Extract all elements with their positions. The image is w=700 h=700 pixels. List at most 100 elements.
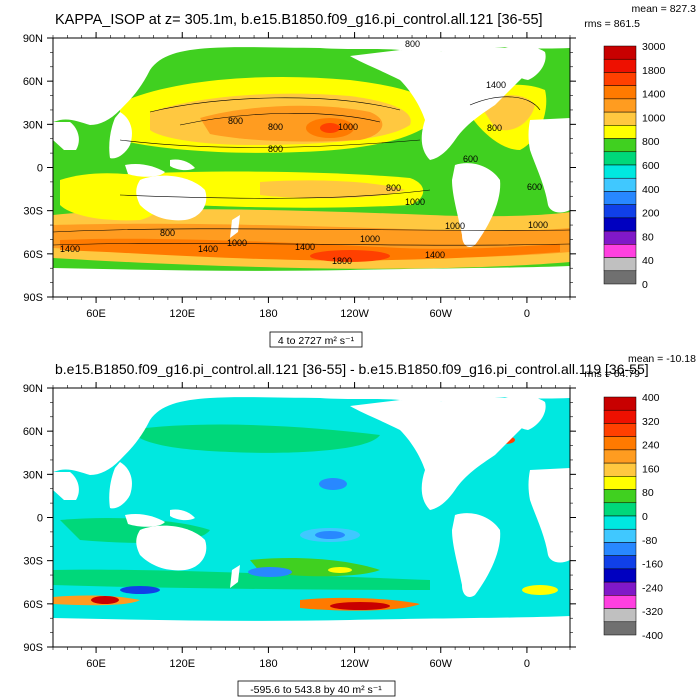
- panel-top: KAPPA_ISOP at z= 305.1m, b.e15.B1850.f09…: [23, 3, 696, 348]
- range-box: [237, 680, 396, 697]
- contour-label: 1400: [425, 250, 445, 260]
- colorbar-swatch: [603, 489, 637, 504]
- y-tick-label: 0: [37, 163, 43, 175]
- stats-mean: mean = 827.3: [631, 3, 696, 15]
- y-tick-label: 60N: [23, 76, 43, 88]
- colorbar-swatch: [603, 45, 637, 60]
- colorbar-swatch: [603, 462, 637, 477]
- range-box: [269, 331, 363, 348]
- contour-label: 800: [487, 123, 502, 133]
- colorbar-swatch: [603, 58, 637, 73]
- patch-blue: [120, 586, 160, 594]
- colorbar-swatch: [603, 191, 637, 205]
- map-field: 800 800 800 800 800 1000 1000 600 600 10…: [53, 38, 570, 297]
- patch-warm: [328, 567, 352, 573]
- so-peak: [310, 250, 390, 262]
- spac-orange: [260, 180, 405, 199]
- contour-label: 1000: [360, 234, 380, 244]
- x-tick-label: 60E: [86, 658, 106, 670]
- colorbar-label: 3000: [642, 41, 666, 53]
- y-tick-label: 60S: [23, 599, 43, 611]
- colorbar-swatch: [603, 138, 637, 153]
- range-label: -595.6 to 543.8 by 40 m² s⁻¹: [250, 684, 382, 696]
- colorbar-label: 240: [642, 440, 660, 452]
- colorbar-swatch: [603, 177, 637, 192]
- colorbar-swatch: [603, 542, 637, 556]
- colorbar-label: 800: [642, 136, 660, 148]
- x-tick-label: 120W: [340, 308, 369, 320]
- land: [53, 38, 570, 297]
- patch-warm: [522, 585, 558, 595]
- x-tick-label: 120W: [340, 658, 369, 670]
- colorbar-swatch: [603, 244, 637, 258]
- x-tick-label: 180: [259, 308, 277, 320]
- y-tick-label: 0: [37, 513, 43, 525]
- colorbar-label: 0: [642, 279, 648, 291]
- colorbar-swatch: [603, 230, 637, 245]
- contour-label: 800: [268, 144, 283, 154]
- patch-green: [130, 424, 380, 453]
- patch-blue: [315, 531, 345, 539]
- x-tick-label: 0: [524, 308, 530, 320]
- axes: 90N 60N 30N 0 30S 60S 90S 60E 120E 180 120W 60W 0: [23, 382, 576, 670]
- panel-title: b.e15.B1850.f09_g16.pi_control.all.121 […: [55, 361, 649, 377]
- colorbar: 400 320 240 160 80 0 -80 -160 -240 -320 -400: [603, 392, 663, 642]
- colorbar-swatch: [603, 502, 637, 517]
- contours: [53, 96, 570, 246]
- patch-warm: [91, 596, 119, 604]
- colorbar-label: 1000: [642, 112, 666, 124]
- x-tick-label: 60W: [429, 658, 452, 670]
- colorbar-label: 400: [642, 184, 660, 196]
- y-tick-label: 90S: [23, 292, 43, 304]
- colorbar-label: 1400: [642, 89, 666, 101]
- contour-label: 1000: [528, 220, 548, 230]
- colorbar-swatch: [603, 72, 637, 86]
- stats-rms: rms = 64.79: [584, 368, 640, 380]
- colorbar-swatch: [603, 515, 637, 530]
- contour-label: 800: [268, 122, 283, 132]
- colorbar-swatch: [603, 595, 637, 609]
- patch-green: [53, 569, 430, 590]
- contour-label: 800: [405, 39, 420, 49]
- range-label: 4 to 2727 m² s⁻¹: [278, 335, 355, 347]
- colorbar-swatch: [603, 396, 637, 411]
- colorbar-swatch: [603, 151, 637, 166]
- x-tick-label: 180: [259, 658, 277, 670]
- x-tick-label: 120E: [169, 308, 195, 320]
- y-tick-label: 30N: [23, 119, 43, 131]
- contour-label: 800: [386, 183, 401, 193]
- colorbar-swatch: [603, 217, 637, 232]
- y-tick-label: 90N: [23, 383, 43, 395]
- colorbar-swatch: [603, 257, 637, 272]
- colorbar-swatch: [603, 111, 637, 126]
- colorbar-swatch: [603, 568, 637, 583]
- colorbar-swatch: [603, 98, 637, 113]
- colorbar-label: -400: [642, 630, 663, 642]
- patch-blue: [248, 567, 292, 577]
- colorbar-swatch: [603, 85, 637, 100]
- y-tick-label: 30S: [23, 556, 43, 568]
- colorbar-swatch: [603, 204, 637, 219]
- contour-label: 1400: [198, 244, 218, 254]
- colorbar-label: 80: [642, 487, 654, 499]
- colorbar-label: 600: [642, 160, 660, 172]
- contour-labels: 800 800 800 800 800 1000 1000 600 600 10…: [60, 39, 548, 266]
- colorbar-swatch: [603, 409, 637, 424]
- contour-label: 600: [463, 154, 478, 164]
- colorbar-swatch: [603, 621, 637, 636]
- colorbar-swatch: [603, 164, 637, 179]
- colorbar-swatch: [603, 476, 637, 490]
- panel-bottom: b.e15.B1850.f09_g16.pi_control.all.121 […: [23, 353, 696, 697]
- y-tick-label: 60S: [23, 249, 43, 261]
- contour-label: 800: [160, 228, 175, 238]
- contour-label: 1000: [445, 221, 465, 231]
- contour-label: 1000: [338, 122, 358, 132]
- x-tick-label: 60E: [86, 308, 106, 320]
- contour-label: 1000: [227, 238, 247, 248]
- colorbar-swatch: [603, 528, 637, 543]
- patch-warm: [330, 602, 390, 610]
- map-field: [53, 388, 570, 647]
- npac-peak-core: [320, 123, 340, 133]
